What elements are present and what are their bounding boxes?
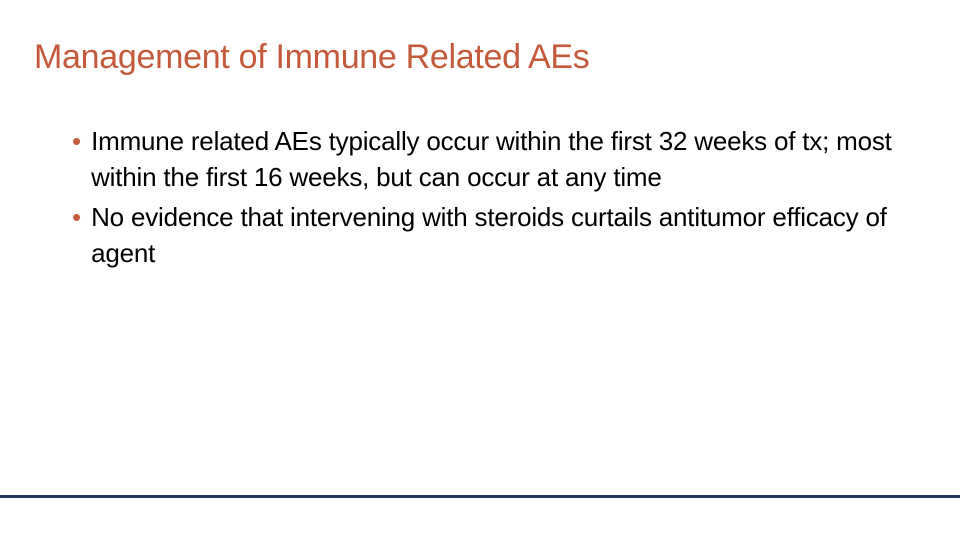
footer-divider — [0, 495, 960, 498]
list-item: • Immune related AEs typically occur wit… — [72, 123, 906, 195]
slide: Management of Immune Related AEs • Immun… — [0, 0, 960, 540]
slide-title: Management of Immune Related AEs — [34, 38, 926, 77]
bullet-list: • Immune related AEs typically occur wit… — [34, 123, 926, 271]
bullet-marker-icon: • — [72, 199, 81, 235]
bullet-text: Immune related AEs typically occur withi… — [91, 123, 906, 195]
bullet-text: No evidence that intervening with steroi… — [91, 199, 906, 271]
list-item: • No evidence that intervening with ster… — [72, 199, 906, 271]
bullet-marker-icon: • — [72, 123, 81, 159]
